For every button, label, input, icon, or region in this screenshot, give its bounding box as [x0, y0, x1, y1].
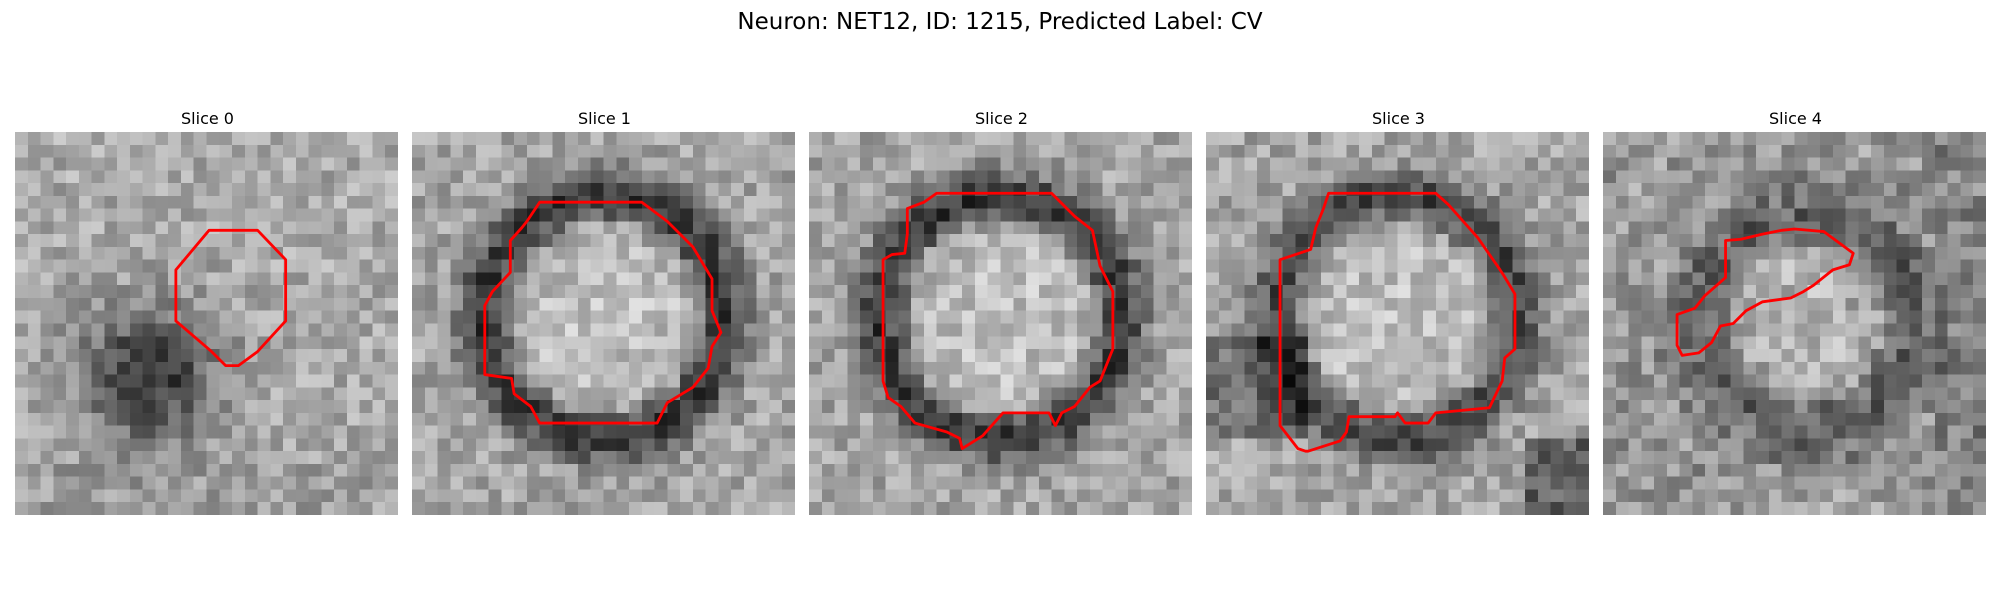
slice-image: [1603, 132, 1986, 515]
slice-image: [412, 132, 795, 515]
slice-title: Slice 0: [181, 109, 234, 128]
slice-title: Slice 1: [578, 109, 631, 128]
figure-title: Neuron: NET12, ID: 1215, Predicted Label…: [737, 9, 1263, 35]
segmentation-contour: [1675, 227, 1855, 357]
segmentation-contour: [174, 228, 288, 368]
slice-title: Slice 2: [975, 109, 1028, 128]
slice-image: [809, 132, 1192, 515]
slice-panel-1: Slice 1: [412, 106, 797, 515]
slice-panel-2: Slice 2: [809, 106, 1194, 515]
slice-image: [15, 132, 398, 515]
slice-image: [1206, 132, 1589, 515]
slice-title: Slice 3: [1372, 109, 1425, 128]
slice-panel-0: Slice 0: [15, 106, 400, 515]
slice-title: Slice 4: [1769, 109, 1822, 128]
segmentation-contour: [1278, 191, 1517, 453]
slice-panel-3: Slice 3: [1206, 106, 1591, 515]
slice-panel-4: Slice 4: [1603, 106, 1988, 515]
segmentation-contour: [483, 200, 723, 425]
segmentation-contour: [881, 191, 1115, 451]
